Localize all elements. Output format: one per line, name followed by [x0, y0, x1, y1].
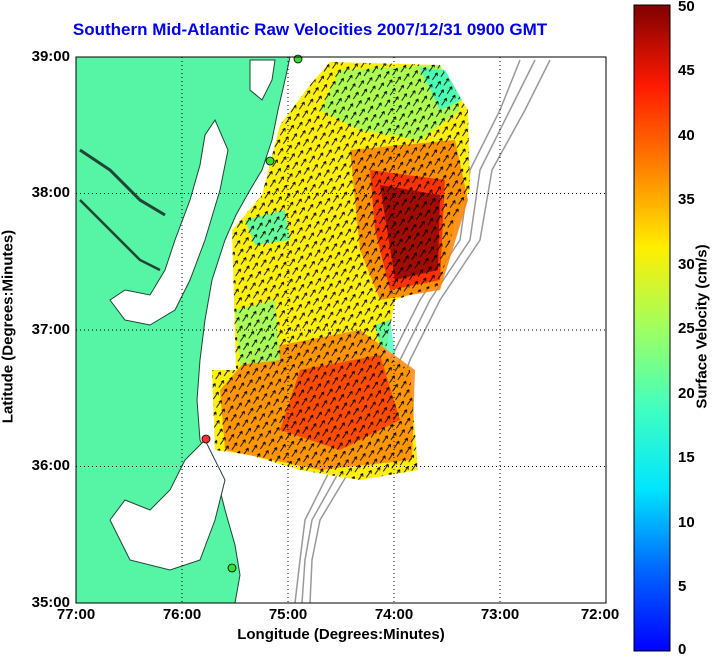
colorbar-tick-label: 15 [678, 449, 695, 466]
colorbar-tick-label: 0 [678, 641, 687, 658]
x-tick-label: 75:00 [268, 606, 308, 623]
delaware-bay [249, 59, 276, 101]
colorbar-tick-label: 30 [678, 256, 695, 273]
colorbar-tick-label: 25 [678, 320, 695, 337]
x-tick-label: 76:00 [162, 606, 202, 623]
colorbar-tick-label: 40 [678, 127, 695, 144]
x-axis-label: Longitude (Degrees:Minutes) [237, 626, 445, 643]
velocity-field [212, 62, 470, 480]
x-tick-label: 72:00 [580, 606, 620, 623]
station-marker [201, 434, 211, 444]
y-tick-label: 37:00 [31, 321, 70, 338]
colorbar-tick-label: 35 [678, 191, 695, 208]
colorbar [633, 4, 671, 652]
axes-frame [75, 56, 607, 604]
y-tick-label: 35:00 [31, 594, 70, 611]
x-tick-label: 73:00 [480, 606, 520, 623]
grid-lines [76, 57, 606, 603]
rappahannock-river [79, 199, 161, 272]
colorbar-tick-label: 45 [678, 62, 695, 79]
y-tick-label: 36:00 [31, 457, 70, 474]
station-marker [265, 156, 275, 166]
y-tick-label: 38:00 [31, 184, 70, 201]
y-tick-label: 39:00 [31, 48, 70, 65]
station-marker [293, 54, 303, 64]
colorbar-tick-label: 5 [678, 578, 687, 595]
sounds [109, 439, 226, 571]
x-tick-label: 77:00 [56, 606, 96, 623]
station-marker [227, 563, 237, 573]
potomac-river [79, 148, 166, 217]
colorbar-tick-label: 10 [678, 514, 695, 531]
map-title: Southern Mid-Atlantic Raw Velocities 200… [72, 20, 548, 39]
chesapeake-bay [109, 118, 229, 326]
colorbar-tick-label: 20 [678, 385, 695, 402]
x-tick-label: 74:00 [374, 606, 414, 623]
y-axis-label: Latitude (Degrees:Minutes) [0, 229, 17, 424]
colorbar-tick-label: 50 [678, 0, 695, 15]
colorbar-label: Surface Velocity (cm/s) [693, 244, 711, 409]
